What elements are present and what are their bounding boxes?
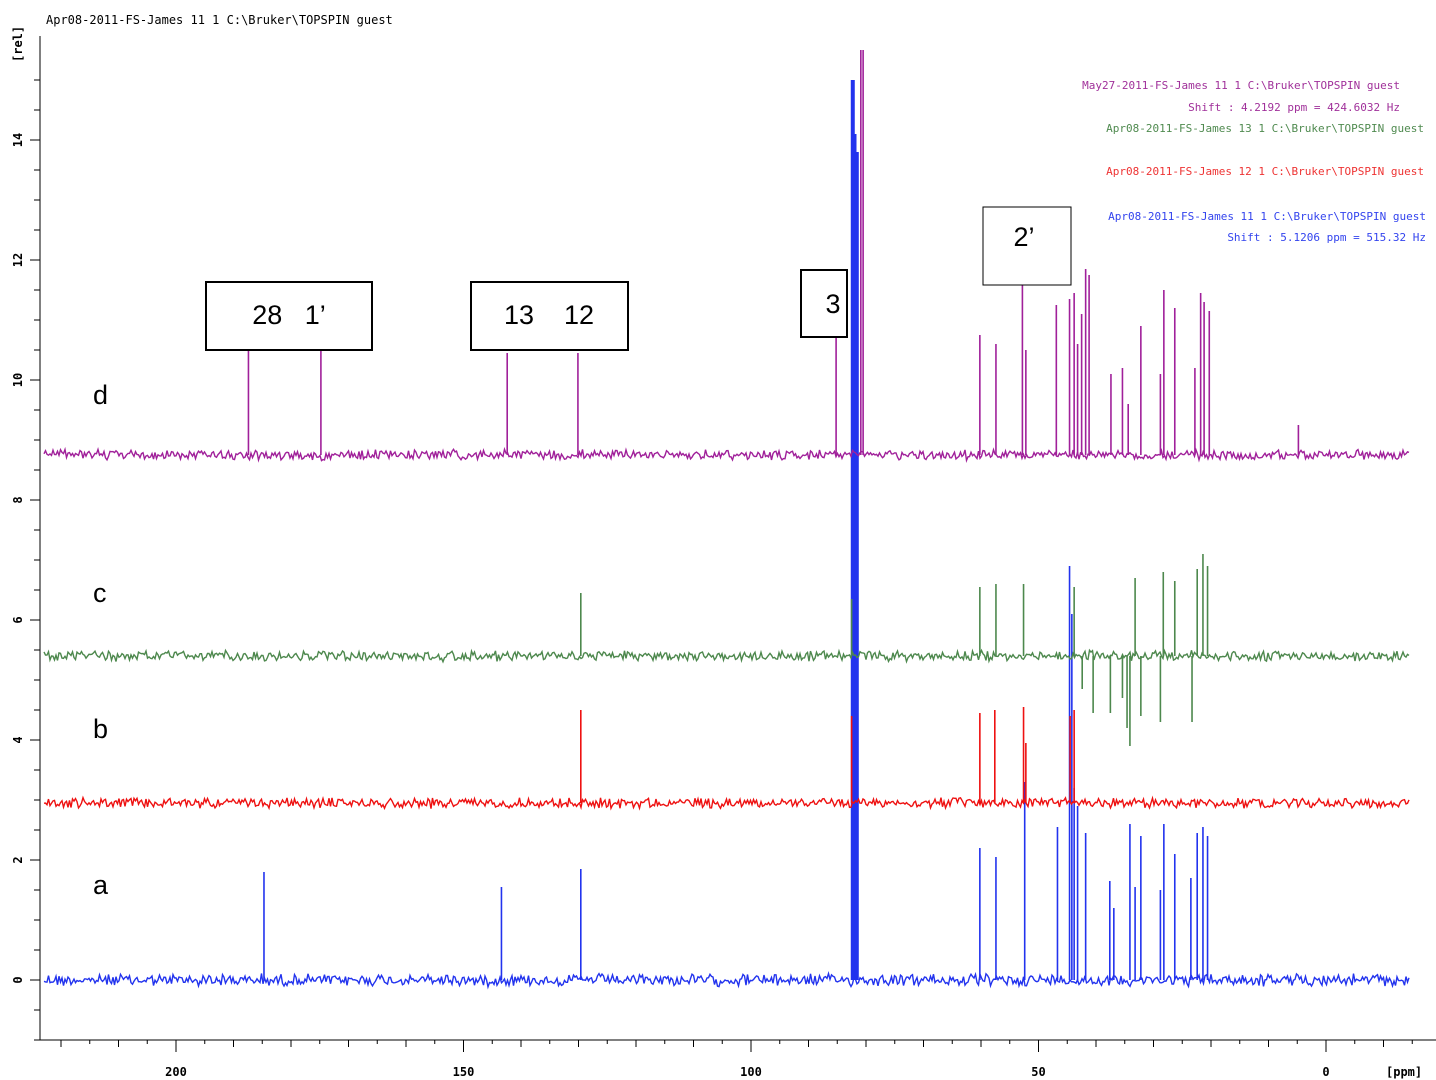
peak-assignment-boxes: 28 1’ 13 12 3 2’ [205,206,1072,351]
legend-entry: May27-2011-FS-James 11 1 C:\Bruker\TOPSP… [1082,79,1400,92]
y-tick-label: 12 [11,253,25,267]
trace-a [43,80,1410,990]
y-tick-label: 6 [11,616,25,623]
y-axis-ticks: 0 2 4 6 8 10 12 14 [11,79,40,1041]
legend-entry: Apr08-2011-FS-James 13 1 C:\Bruker\TOPSP… [1106,122,1424,135]
y-tick-label: 0 [11,976,25,983]
peak-box-label: 2’ [1013,222,1034,252]
x-axis-ticks: 200 150 100 50 0 [60,1040,1413,1079]
trace-d [43,50,1410,464]
peak-box-label: 28 1’ [252,300,326,330]
peak-box-28-1prime [205,281,373,351]
trace-b [43,707,1410,811]
y-tick-label: 4 [11,736,25,743]
legend-entry: Apr08-2011-FS-James 11 1 C:\Bruker\TOPSP… [1108,210,1426,223]
trace-label-c: c [93,578,107,608]
y-axis-label: [rel] [11,26,25,62]
header-title: Apr08-2011-FS-James 11 1 C:\Bruker\TOPSP… [46,13,393,27]
x-tick-label: 200 [165,1065,187,1079]
peak-box-13-12 [470,281,629,351]
y-tick-label: 8 [11,496,25,503]
legend-entry: Shift : 4.2192 ppm = 424.6032 Hz [1188,101,1400,114]
baseline-a [43,971,1410,990]
legend: May27-2011-FS-James 11 1 C:\Bruker\TOPSP… [1082,79,1426,244]
baseline-c [43,648,1410,664]
trace-label-b: b [93,714,108,744]
x-axis-label: [ppm] [1386,1065,1422,1079]
spectrum-traces [43,50,1410,990]
x-tick-label: 150 [453,1065,475,1079]
trace-label-d: d [93,380,108,410]
peak-box-2prime [982,206,1072,286]
legend-entry: Apr08-2011-FS-James 12 1 C:\Bruker\TOPSP… [1106,165,1424,178]
baseline-b [43,795,1410,811]
y-tick-label: 14 [11,133,25,147]
chart-axes [39,36,1436,1041]
baseline-d [43,446,1410,464]
x-tick-label: 0 [1322,1065,1329,1079]
peak-box-label: 3 [825,289,840,319]
peak-box-label: 13 12 [504,300,594,330]
x-tick-label: 100 [740,1065,762,1079]
x-tick-label: 50 [1031,1065,1045,1079]
trace-c [43,554,1410,746]
y-tick-label: 2 [11,856,25,863]
peak-box-3 [800,269,848,338]
trace-labels: d c b a [93,380,109,900]
trace-label-a: a [93,870,109,900]
y-tick-label: 10 [11,373,25,387]
legend-entry: Shift : 5.1206 ppm = 515.32 Hz [1227,231,1426,244]
